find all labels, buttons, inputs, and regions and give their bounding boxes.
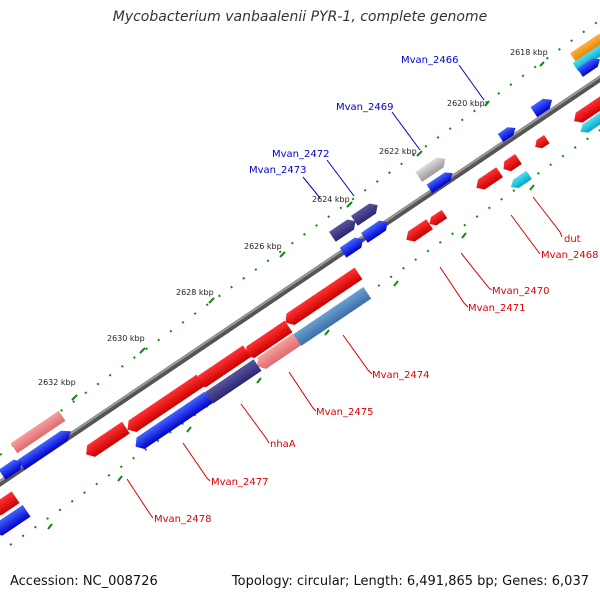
leader-line [302, 176, 321, 199]
major-tick [186, 426, 192, 433]
reverse-gene-labels: dut Mvan_2468 Mvan_2470 Mvan_2471 Mvan_2… [154, 234, 598, 525]
gene-arrow[interactable] [242, 320, 293, 362]
gene-mvan-2469[interactable] [415, 154, 448, 182]
gene-mvan-2472[interactable] [351, 200, 381, 226]
gene-arrow[interactable] [17, 426, 74, 470]
gene-label[interactable]: Mvan_2469 [336, 102, 393, 113]
gene-label[interactable]: Mvan_2474 [372, 370, 429, 381]
gene-mvan-2470[interactable] [508, 170, 532, 192]
major-tick [484, 100, 490, 107]
tick-label: 2626 kbp [244, 242, 282, 251]
major-tick [208, 297, 215, 304]
gene-arrow[interactable] [289, 287, 372, 349]
major-tick [117, 475, 123, 482]
gene-arrow[interactable] [193, 345, 251, 390]
leader-line [288, 371, 317, 412]
gene-label[interactable]: Mvan_2471 [468, 303, 525, 314]
major-tick [539, 61, 545, 67]
leader-line [510, 214, 541, 255]
leader-line [326, 159, 355, 197]
leader-line [126, 478, 154, 519]
forward-leader-lines [302, 64, 485, 199]
gene-label[interactable]: dut [564, 234, 581, 245]
tick-label: 2622 kbp [379, 147, 417, 156]
genome-backbone [0, 75, 600, 487]
major-ticks-outer [71, 61, 545, 401]
gene-arrow[interactable] [570, 31, 600, 64]
tick-label: 2632 kbp [38, 378, 76, 387]
map-title: Mycobacterium vanbaalenii PYR-1, complet… [112, 9, 488, 25]
gene-mvan-2473[interactable] [329, 216, 359, 242]
gene-arrow[interactable] [426, 169, 456, 193]
major-ticks-inner [47, 184, 535, 530]
gene-mvan-2466[interactable] [497, 124, 519, 143]
major-tick [346, 201, 353, 208]
topology-label: Topology: circular; Length: 6,491,865 bp… [231, 574, 589, 589]
gene-arrow[interactable] [427, 209, 448, 228]
major-tick [393, 280, 399, 287]
tick-label: 2618 kbp [510, 48, 548, 57]
tick-label: 2628 kbp [176, 288, 214, 297]
leader-line [182, 442, 211, 482]
gene-mvan-2468[interactable] [500, 153, 522, 174]
gene-mvan-2478[interactable] [82, 421, 130, 460]
leader-line [240, 403, 270, 444]
leader-line [458, 64, 485, 101]
major-tick [139, 347, 146, 354]
major-tick [279, 251, 286, 258]
gene-label[interactable]: Mvan_2470 [492, 286, 549, 297]
tick-label: 2624 kbp [312, 195, 350, 204]
gene-arrow[interactable] [339, 234, 367, 258]
gene-nhaa[interactable] [201, 359, 262, 406]
tick-labels: 2618 kbp 2620 kbp 2622 kbp 2624 kbp 2626… [38, 48, 548, 387]
reverse-leader-lines [126, 196, 563, 519]
gene-arrow[interactable] [403, 219, 433, 245]
tick-ring-outer [0, 19, 600, 456]
gene-arrow[interactable] [571, 95, 600, 126]
gene-arrow[interactable] [0, 491, 20, 518]
gene-arrow[interactable] [530, 95, 556, 118]
gene-mvan-2477[interactable] [132, 391, 213, 453]
major-tick [529, 184, 535, 191]
gene-label[interactable]: Mvan_2473 [249, 165, 306, 176]
dotted-tick-line [0, 19, 600, 456]
accession-label: Accession: NC_008726 [10, 574, 158, 589]
gene-label[interactable]: Mvan_2468 [541, 250, 598, 261]
gene-label[interactable]: Mvan_2477 [211, 477, 268, 488]
gene-label[interactable]: Mvan_2475 [316, 407, 373, 418]
leader-line [342, 334, 373, 375]
major-tick [47, 523, 53, 530]
gene-label[interactable]: nhaA [270, 439, 296, 450]
gene-arrow[interactable] [577, 55, 600, 77]
gene-label[interactable]: Mvan_2472 [272, 149, 329, 160]
leader-line [439, 266, 469, 308]
gene-dut[interactable] [532, 134, 550, 151]
gene-mvan-2471[interactable] [473, 167, 503, 193]
gene-arrow[interactable] [0, 456, 25, 480]
forward-gene-labels: Mvan_2466 Mvan_2469 Mvan_2472 Mvan_2473 [249, 55, 458, 176]
gene-label[interactable]: Mvan_2466 [401, 55, 458, 66]
gene-arrow[interactable] [361, 217, 391, 243]
gene-arrow[interactable] [0, 505, 31, 539]
reverse-strand-genes [0, 95, 600, 539]
forward-strand-genes [0, 31, 600, 480]
leader-line [391, 111, 421, 151]
gene-arrow[interactable] [124, 374, 205, 436]
major-tick [416, 150, 423, 157]
tick-label: 2620 kbp [447, 99, 485, 108]
leader-line [532, 196, 563, 238]
gene-mvan-2475[interactable] [253, 333, 301, 372]
major-tick [256, 377, 262, 384]
leader-line [460, 252, 493, 291]
gene-arrow[interactable] [10, 410, 66, 454]
major-tick [324, 329, 330, 336]
tick-label: 2630 kbp [107, 334, 145, 343]
gene-mvan-2474[interactable] [282, 267, 363, 329]
major-tick [461, 232, 467, 239]
major-tick [71, 394, 78, 401]
gene-label[interactable]: Mvan_2478 [154, 514, 211, 525]
